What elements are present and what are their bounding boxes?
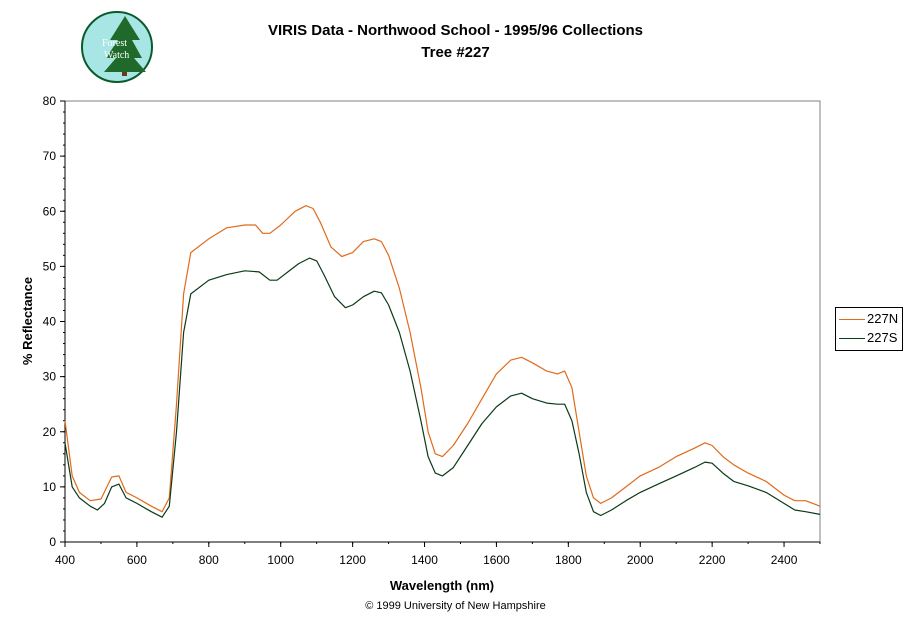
legend-item-227s: 227S [839,330,897,346]
x-tick-label: 400 [55,553,75,567]
legend-label-227s: 227S [867,330,898,345]
x-tick-label: 2200 [699,553,726,567]
y-tick-label: 10 [43,480,57,494]
y-tick-label: 70 [43,149,57,163]
x-tick-label: 1000 [267,553,294,567]
y-tick-label: 30 [43,370,57,384]
legend-label-227n: 227N [867,311,899,326]
x-tick-label: 800 [199,553,219,567]
y-tick-label: 20 [43,425,57,439]
y-tick-label: 60 [43,204,57,218]
x-tick-label: 2400 [771,553,798,567]
x-tick-label: 600 [127,553,147,567]
x-tick-label: 1600 [483,553,510,567]
y-tick-label: 40 [43,315,57,329]
y-axis-label: % Reflectance [20,277,35,365]
logo-text-forest: Forest [102,38,127,49]
legend-item-227n: 227N [839,311,898,327]
chart-title: VIRIS Data - Northwood School - 1995/96 … [267,22,644,39]
chart-legend: 227N 227S [835,307,903,351]
series-line-227s [64,257,821,518]
legend-swatch-227s [839,338,865,340]
logo-text-watch: Watch [104,50,129,61]
series-line-227n [64,205,821,513]
x-axis-label: Wavelength (nm) [390,578,494,593]
y-tick-label: 0 [49,535,56,549]
forest-watch-logo: Forest Watch [80,10,154,84]
legend-swatch-227n [839,319,865,321]
x-tick-label: 1800 [555,553,582,567]
y-tick-label: 80 [43,94,57,108]
copyright-footer: © 1999 University of New Hampshire [365,600,546,612]
chart-subtitle: Tree #227 [421,44,490,61]
x-tick-label: 1200 [339,553,366,567]
y-tick-label: 50 [43,259,57,273]
x-tick-label: 1400 [411,553,438,567]
x-tick-label: 2000 [627,553,654,567]
